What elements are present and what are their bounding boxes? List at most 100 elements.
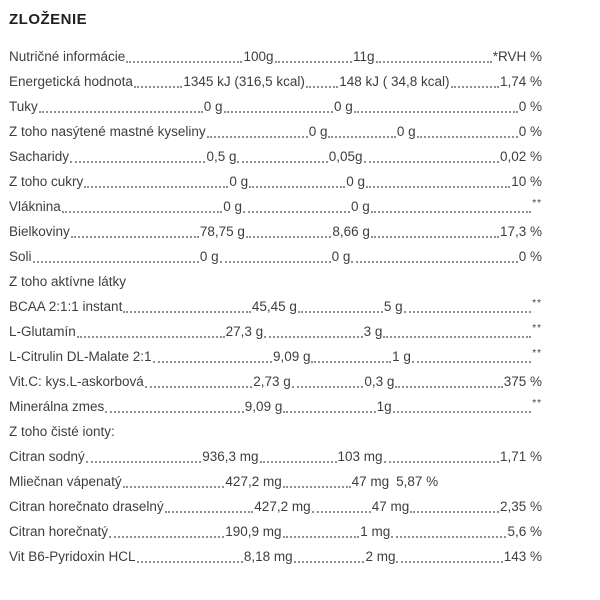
dot-leader bbox=[311, 361, 392, 363]
rvh-percent: 5,6 % bbox=[507, 524, 542, 539]
table-row: Citran sodný 936,3 mg 103 mg 1,71 % bbox=[9, 444, 542, 469]
value-per-serving: 47 mg bbox=[351, 474, 390, 489]
dot-leader bbox=[293, 561, 365, 563]
dot-leader bbox=[206, 136, 308, 138]
section-header-row: Z toho aktívne látky bbox=[9, 269, 542, 294]
value-per-serving: 1 mg bbox=[360, 524, 391, 539]
section-header-row: Z toho čisté ionty: bbox=[9, 419, 542, 444]
dot-leader bbox=[259, 461, 337, 463]
rvh-percent: 0 % bbox=[518, 249, 543, 264]
dot-leader bbox=[283, 411, 376, 413]
value-per-serving: 3 g bbox=[363, 324, 383, 339]
value-per-serving: 0 g bbox=[346, 174, 366, 189]
value-per-100g: 427,2 mg bbox=[225, 474, 282, 489]
dot-leader bbox=[366, 186, 511, 188]
footnote-asterisks: ** bbox=[532, 398, 542, 409]
dot-leader bbox=[264, 336, 363, 338]
row-label: Citran horečnatý bbox=[9, 524, 109, 539]
value-per-100g: 78,75 g bbox=[199, 224, 245, 239]
dot-leader bbox=[38, 111, 203, 113]
row-label: Vit.C: kys.L-askorbová bbox=[9, 374, 144, 389]
dot-leader bbox=[370, 236, 499, 238]
row-label: Vit B6-Pyridoxin HCL bbox=[9, 549, 136, 564]
rvh-percent: 5,87 % bbox=[396, 474, 439, 489]
dot-leader bbox=[122, 486, 225, 488]
row-label: Citran horečnato draselný bbox=[9, 499, 164, 514]
row-label: Minerálna zmes bbox=[9, 399, 105, 414]
value-per-100g: 100g bbox=[243, 49, 274, 64]
value-per-serving: 2 mg bbox=[365, 549, 396, 564]
dot-leader bbox=[123, 311, 251, 313]
row-label: Nutričné informácie bbox=[9, 49, 126, 64]
value-per-100g: 0 g bbox=[199, 249, 219, 264]
table-row: Tuky 0 g 0 g 0 % bbox=[9, 94, 542, 119]
value-per-serving: 103 mg bbox=[337, 449, 383, 464]
rvh-percent: 17,3 % bbox=[499, 224, 542, 239]
table-row: Vit B6-Pyridoxin HCL 8,18 mg 2 mg 143 % bbox=[9, 544, 542, 569]
value-per-serving: 47 mg bbox=[371, 499, 410, 514]
rvh-percent: 143 % bbox=[503, 549, 543, 564]
value-per-100g: 0 g bbox=[203, 99, 223, 114]
row-label: Vláknina bbox=[9, 199, 61, 214]
table-row: Z toho nasýtené mastné kyseliny 0 g 0 g 0 % bbox=[9, 119, 542, 144]
value-per-serving: 0 g bbox=[350, 199, 370, 214]
footnote-asterisks: ** bbox=[532, 323, 542, 334]
row-label: L-Citrulin DL-Malate 2:1 bbox=[9, 349, 152, 364]
page-title: ZLOŽENIE bbox=[9, 11, 88, 28]
dot-leader bbox=[403, 311, 532, 313]
row-label: Bielkoviny bbox=[9, 224, 70, 239]
dot-leader bbox=[282, 536, 360, 538]
value-per-100g: 0 g bbox=[308, 124, 328, 139]
table-row: Z toho cukry 0 g 0 g 10 % bbox=[9, 169, 542, 194]
dot-leader bbox=[85, 461, 202, 463]
dot-leader bbox=[416, 136, 518, 138]
table-row: Vit.C: kys.L-askorbová 2,73 g 0,3 g 375 % bbox=[9, 369, 542, 394]
value-per-serving: 1 g bbox=[392, 349, 411, 364]
value-per-100g: 45,45 g bbox=[251, 299, 297, 314]
row-label: Tuky bbox=[9, 99, 38, 114]
rvh-percent: 1,74 % bbox=[499, 74, 543, 89]
value-per-serving: 0 g bbox=[396, 124, 416, 139]
value-per-100g: 8,18 mg bbox=[243, 549, 293, 564]
dot-leader bbox=[109, 536, 225, 538]
value-per-100g: 936,3 mg bbox=[202, 449, 259, 464]
value-per-100g: 427,2 mg bbox=[254, 499, 311, 514]
dot-leader bbox=[219, 261, 331, 263]
dot-leader bbox=[61, 211, 223, 213]
dot-leader bbox=[223, 111, 333, 113]
dot-leader bbox=[396, 561, 503, 563]
rvh-percent: 2,35 % bbox=[499, 499, 542, 514]
value-per-serving: 0,3 g bbox=[364, 374, 395, 389]
dot-leader bbox=[237, 161, 328, 163]
value-per-100g: 190,9 mg bbox=[225, 524, 282, 539]
value-per-100g: 9,09 g bbox=[272, 349, 311, 364]
dot-leader bbox=[383, 461, 499, 463]
rvh-percent: 10 % bbox=[511, 174, 542, 189]
table-row: Citran horečnato draselný 427,2 mg 47 mg 2,… bbox=[9, 494, 542, 519]
value-per-serving: 1g bbox=[376, 399, 392, 414]
value-per-serving: 5 g bbox=[383, 299, 403, 314]
row-label: Z toho nasýtené mastné kyseliny bbox=[9, 124, 206, 139]
row-label: Sacharidy bbox=[9, 149, 70, 164]
dot-leader bbox=[144, 386, 253, 388]
row-label: Soli bbox=[9, 249, 32, 264]
row-label: Citran sodný bbox=[9, 449, 85, 464]
value-per-serving: 8,66 g bbox=[332, 224, 370, 239]
rvh-percent: 375 % bbox=[503, 374, 542, 389]
nutrition-table: Nutričné informácie 100g 11g *RVH % Energeti… bbox=[9, 44, 542, 569]
dot-leader bbox=[164, 511, 254, 513]
rvh-percent: 1,71 % bbox=[499, 449, 542, 464]
dot-leader bbox=[328, 136, 396, 138]
value-per-serving: 0,05g bbox=[328, 149, 363, 164]
dot-leader bbox=[395, 386, 503, 388]
footnote-asterisks: ** bbox=[532, 348, 543, 359]
value-per-100g: 9,09 g bbox=[244, 399, 283, 414]
dot-leader bbox=[245, 236, 332, 238]
table-row: Soli 0 g 0 g 0 % bbox=[9, 244, 542, 269]
dot-leader bbox=[70, 236, 199, 238]
table-row: L-Glutamín 27,3 g 3 g ** bbox=[9, 319, 542, 344]
value-per-100g: 0 g bbox=[223, 199, 243, 214]
dot-leader bbox=[375, 61, 492, 63]
footnote-asterisks: ** bbox=[532, 298, 542, 309]
